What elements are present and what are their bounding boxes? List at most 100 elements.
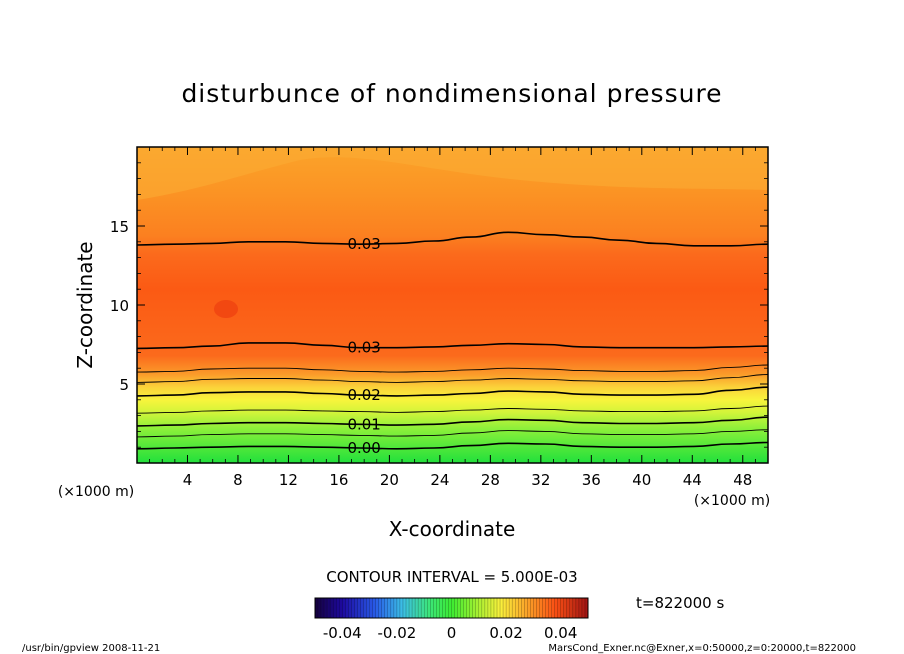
colorbar-segment <box>318 598 322 618</box>
x-tick-label: 28 <box>481 471 500 489</box>
colorbar-segment <box>409 598 413 618</box>
colorbar-segment <box>324 598 328 618</box>
contour-line <box>137 386 768 397</box>
colorbar-segment <box>518 598 522 618</box>
colorbar-segment <box>472 598 477 618</box>
contour-line <box>137 441 768 450</box>
colorbar-segment <box>563 598 568 618</box>
x-tick-label: 48 <box>733 471 752 489</box>
colorbar-segment <box>390 598 395 618</box>
contour-label-text: 0.03 <box>347 235 380 253</box>
x-tick-label: 8 <box>233 471 243 489</box>
x-axis-label: X-coordinate <box>389 517 516 541</box>
x-axis-ticks: 4 8 12 16 20 24 28 32 36 40 44 48 <box>149 147 756 489</box>
colorbar-segment <box>342 598 346 618</box>
colorbar-segment <box>484 598 489 618</box>
y-axis-label: Z-coordinate <box>73 241 97 368</box>
colorbar-segment <box>554 598 558 618</box>
colorbar-segment <box>321 598 325 618</box>
contour-label-text: 0.00 <box>347 439 380 457</box>
x-unit-right: (×1000 m) <box>694 493 770 509</box>
contour-label-text: 0.01 <box>347 415 380 433</box>
colorbar-segment <box>424 598 428 618</box>
x-tick-label: 20 <box>380 471 399 489</box>
contour-line <box>137 342 768 350</box>
colorbar-segment <box>572 598 577 618</box>
footer-left: /usr/bin/gpview 2008-11-21 <box>22 643 160 654</box>
colorbar-segment <box>357 598 361 618</box>
colorbar-segment <box>460 598 464 618</box>
colorbar-segment <box>569 598 574 618</box>
colorbar-frame <box>314 597 589 619</box>
colorbar-segment <box>360 598 364 618</box>
x-tick-label: 40 <box>632 471 651 489</box>
colorbar-tick-label: 0.04 <box>544 624 577 642</box>
colorbar-segment <box>369 598 373 618</box>
colorbar-segment <box>560 598 565 618</box>
colorbar-segment <box>536 598 540 618</box>
upper-field-band <box>137 147 768 200</box>
contour-interval: CONTOUR INTERVAL = 5.000E-03 <box>326 568 577 586</box>
contour-lines <box>137 231 768 450</box>
colorbar-segment <box>351 598 355 618</box>
colorbar-tick-label: 0.02 <box>489 624 522 642</box>
y-axis-ticks: 5 10 15 <box>110 162 768 448</box>
colorbar-segment <box>436 598 440 618</box>
colorbar-segment <box>490 598 495 618</box>
colorbar-segment <box>469 598 474 618</box>
x-tick-label: 12 <box>279 471 298 489</box>
colorbar-segment <box>433 598 437 618</box>
contour-line <box>137 416 768 427</box>
colorbar-tick-label: 0 <box>447 624 457 642</box>
contour-labels: 0.00 0.01 0.02 0.03 0.03 <box>347 235 380 457</box>
colorbar-segment <box>481 598 486 618</box>
colorbar-segment <box>381 598 386 618</box>
colorbar-segment <box>387 598 392 618</box>
colorbar-tick-label: -0.02 <box>377 624 416 642</box>
colorbar-segment <box>581 598 586 618</box>
colorbar-tick-label: -0.04 <box>323 624 362 642</box>
x-tick-label: 32 <box>531 471 550 489</box>
contour-line <box>137 405 768 414</box>
contour-label: 0.00 <box>347 439 380 457</box>
colorbar-segment <box>366 598 370 618</box>
colorbar-segment <box>375 598 379 618</box>
colorbar-segment <box>463 598 467 618</box>
colorbar-segment <box>339 598 343 618</box>
colorbar-segment <box>539 598 543 618</box>
colorbar-segment <box>493 598 498 618</box>
colorbar-labels: -0.04 -0.02 0 0.02 0.04 <box>323 624 578 642</box>
time-label: t=822000 s <box>636 594 724 612</box>
colorbar <box>314 597 589 619</box>
colorbar-segment <box>533 598 537 618</box>
colorbar-segment <box>406 598 410 618</box>
colorbar-segment <box>524 598 528 618</box>
colorbar-segment <box>354 598 358 618</box>
colorbar-segment <box>345 598 349 618</box>
colorbar-segment <box>551 598 555 618</box>
contour-label: 0.02 <box>347 386 380 404</box>
colorbar-segment <box>427 598 431 618</box>
colorbar-segment <box>418 598 422 618</box>
colorbar-segment <box>396 598 401 618</box>
colorbar-segment <box>315 598 319 618</box>
colorbar-segment <box>584 598 589 618</box>
contour-line <box>137 231 768 247</box>
colorbar-segment <box>527 598 531 618</box>
colorbar-segment <box>530 598 534 618</box>
colorbar-segment <box>399 598 404 618</box>
x-tick-label: 16 <box>329 471 348 489</box>
contour-line <box>137 364 768 373</box>
contour-label: 0.03 <box>347 339 380 357</box>
contour-label-text: 0.03 <box>347 339 380 357</box>
colorbar-segment <box>475 598 480 618</box>
colorbar-segment <box>506 598 510 618</box>
colorbar-segment <box>415 598 419 618</box>
colorbar-segment <box>393 598 398 618</box>
colorbar-segment <box>521 598 525 618</box>
colorbar-segment <box>412 598 416 618</box>
x-tick-label: 44 <box>683 471 702 489</box>
colorbar-segment <box>557 598 561 618</box>
colorbar-segment <box>575 598 580 618</box>
